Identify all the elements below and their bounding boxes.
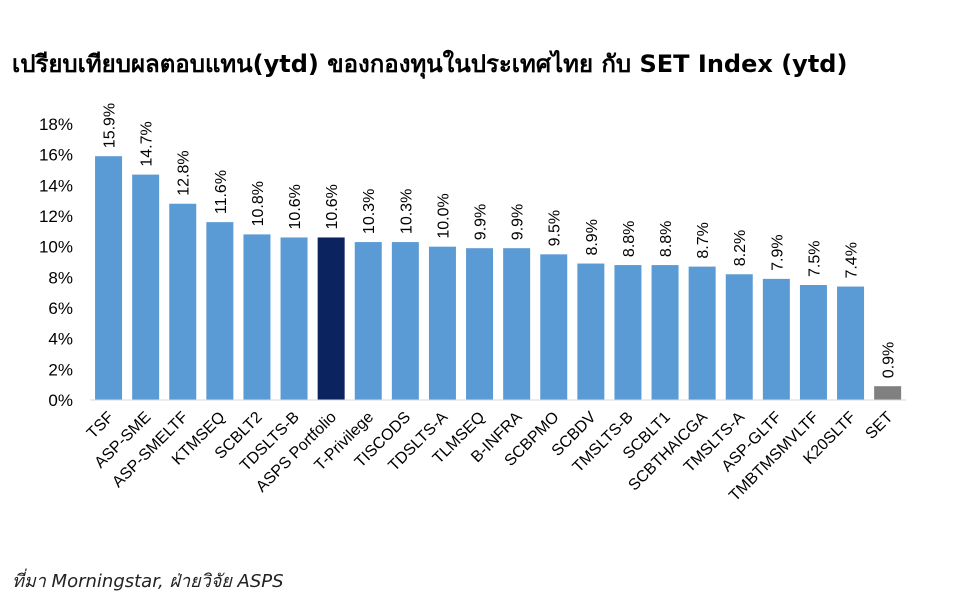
y-tick-label: 8%: [48, 268, 73, 287]
bar: [280, 237, 308, 400]
bar: [428, 246, 456, 400]
data-label: 12.8%: [176, 150, 193, 195]
bar: [466, 248, 494, 400]
bar: [799, 285, 827, 400]
bar: [132, 174, 160, 400]
data-label: 9.9%: [510, 204, 527, 240]
data-label: 10.0%: [435, 193, 452, 238]
bar: [503, 248, 531, 400]
data-label: 8.2%: [732, 230, 749, 266]
y-tick-label: 14%: [39, 176, 73, 195]
y-tick-label: 4%: [48, 330, 73, 349]
bar: [317, 237, 345, 400]
bar: [243, 234, 271, 400]
bar: [651, 265, 679, 400]
bar: [614, 265, 642, 400]
bar-chart: 0% 2% 4% 6% 8% 10% 12% 14% 16% 18% 15.9% 14.7% 12.8…: [39, 103, 907, 505]
bar: [688, 266, 716, 400]
data-label: 11.6%: [213, 170, 230, 214]
bar: [837, 286, 865, 400]
y-tick-label: 10%: [39, 238, 73, 257]
data-label: 10.6%: [324, 184, 341, 229]
data-label: 7.4%: [844, 242, 861, 278]
bar: [354, 242, 382, 400]
data-label: 9.5%: [547, 210, 564, 246]
bar: [391, 242, 419, 400]
category-label: TSF: [84, 409, 118, 443]
data-label: 8.8%: [621, 221, 638, 257]
bar: [169, 203, 197, 400]
data-label: 15.9%: [102, 103, 119, 148]
category-label: SET: [862, 409, 896, 443]
data-label: 7.9%: [769, 234, 786, 270]
y-tick-label: 6%: [48, 299, 73, 318]
bars: [95, 156, 902, 400]
bar: [95, 156, 123, 400]
data-label: 10.6%: [287, 184, 304, 229]
data-label: 8.7%: [695, 222, 712, 258]
data-label: 8.9%: [584, 219, 601, 255]
bar: [206, 222, 234, 400]
y-tick-label: 12%: [39, 207, 73, 226]
bar: [874, 386, 902, 400]
source-note: ที่มา Morningstar, ฝ่ายวิจัย ASPS: [12, 571, 284, 592]
data-label: 14.7%: [139, 121, 156, 166]
y-axis: 0% 2% 4% 6% 8% 10% 12% 14% 16% 18%: [39, 115, 73, 410]
data-label: 7.5%: [806, 241, 823, 277]
x-axis: TSFASP-SMEASP-SMELTFKTMSEQSCBLT2TDSLTS-B…: [84, 399, 907, 505]
data-label: 9.9%: [473, 204, 490, 240]
bar: [725, 274, 753, 400]
data-label: 10.3%: [398, 189, 415, 234]
data-label: 10.3%: [361, 189, 378, 234]
bar: [762, 278, 790, 400]
bar: [540, 254, 568, 400]
y-tick-label: 16%: [39, 146, 73, 165]
data-label: 10.8%: [250, 181, 267, 226]
data-label: 0.9%: [881, 342, 898, 378]
bar: [577, 263, 605, 400]
y-tick-label: 2%: [48, 360, 73, 379]
data-labels: 15.9% 14.7% 12.8% 11.6% 10.8% 10.6% 10.6% 10.3%…: [102, 103, 898, 378]
y-tick-label: 0%: [48, 391, 73, 410]
y-tick-label: 18%: [39, 115, 73, 134]
data-label: 8.8%: [658, 221, 675, 257]
chart-title: เปรียบเทียบผลตอบแทน(ytd) ของกองทุนในประเ…: [12, 50, 848, 78]
